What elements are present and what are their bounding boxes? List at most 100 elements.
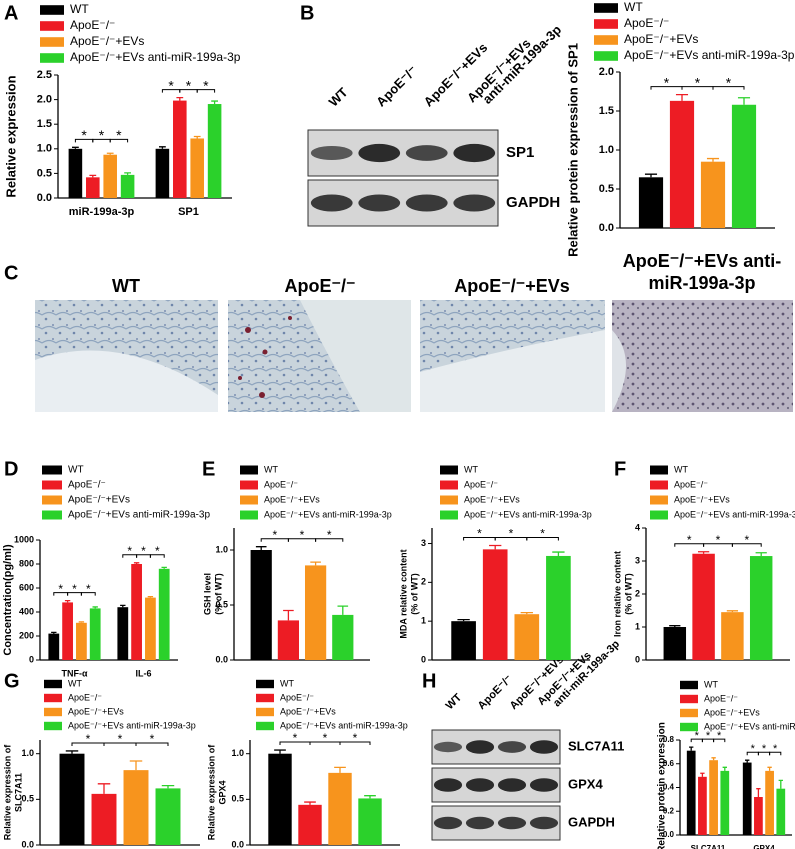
y-axis-title-text: Iron relative content xyxy=(612,551,622,637)
legend-swatch xyxy=(650,480,668,490)
bar xyxy=(59,753,85,845)
legend-label: ApoE⁻/⁻+EVs anti-miR-199a-3p xyxy=(674,509,795,519)
y-axis-title: GSH level (% of WT) xyxy=(202,573,223,615)
significance-bracket xyxy=(315,538,344,542)
significance-star: * xyxy=(751,743,756,755)
y-tick-label: 800 xyxy=(19,558,34,568)
error-bar xyxy=(520,611,533,615)
legend-label: ApoE⁻/⁻+EVs xyxy=(280,706,336,716)
legend-swatch xyxy=(42,510,62,520)
blot-band xyxy=(465,816,495,830)
lane-label: ApoE⁻/⁻ xyxy=(373,63,420,110)
y-axis-title-text: Relative expression of xyxy=(206,744,216,841)
legend-label: WT xyxy=(464,464,478,474)
blot-band xyxy=(465,778,495,792)
significance-star: * xyxy=(272,528,277,542)
bar xyxy=(332,614,354,660)
bar xyxy=(765,770,774,835)
y-axis-title: Relative expression of GPX4 xyxy=(206,744,227,841)
panel-label: E xyxy=(202,458,215,480)
error-bar xyxy=(147,595,154,598)
y-axis-title: Relative expression xyxy=(3,75,18,197)
lane-label-text: anti-miR-199a-3p xyxy=(480,22,565,107)
error-bar xyxy=(675,93,689,101)
significance-bracket xyxy=(149,554,165,558)
y-tick-label: 600 xyxy=(19,582,34,592)
error-bar xyxy=(745,759,750,763)
error-bar xyxy=(129,760,143,771)
protein-label: GPX4 xyxy=(568,776,603,791)
bar xyxy=(482,549,508,660)
y-tick-label: 0.6 xyxy=(663,759,675,768)
error-bar xyxy=(89,174,97,178)
error-bar xyxy=(120,604,126,608)
significance-star: * xyxy=(695,74,701,90)
significance-star: * xyxy=(716,533,721,547)
significance-bracket xyxy=(769,751,782,756)
legend-label: WT xyxy=(704,679,718,689)
error-bar xyxy=(72,146,79,149)
bar xyxy=(48,633,60,660)
legend-swatch xyxy=(594,3,618,13)
significance-star: * xyxy=(509,527,514,541)
legend-swatch xyxy=(40,37,64,47)
significance-star: * xyxy=(118,732,123,746)
legend-label: ApoE⁻/⁻+EVs anti-miR-199a-3p xyxy=(624,48,795,62)
bar xyxy=(700,161,726,228)
y-tick-label: 0.5 xyxy=(37,167,52,179)
y-tick-label: 0.5 xyxy=(231,794,244,804)
significance-star: * xyxy=(203,77,209,93)
legend-label: ApoE⁻/⁻+EVs xyxy=(674,494,730,504)
blot-band xyxy=(358,194,401,212)
blot-band xyxy=(453,194,496,212)
legend-label: ApoE⁻/⁻+EVs anti-miR-199a-3p xyxy=(68,720,196,730)
significance-star: * xyxy=(353,731,358,745)
panel-label: B xyxy=(300,2,314,24)
legend-swatch xyxy=(594,19,618,29)
legend-label: ApoE⁻/⁻ xyxy=(264,479,298,489)
bar xyxy=(250,550,272,660)
y-tick-label: 0.5 xyxy=(21,794,34,804)
y-axis-title-text: Relative expression xyxy=(3,75,18,197)
significance-star: * xyxy=(726,74,732,90)
bar xyxy=(89,608,101,660)
significance-star: * xyxy=(706,730,711,742)
legend-swatch xyxy=(256,721,274,731)
blot-band xyxy=(405,145,448,161)
bar xyxy=(123,770,149,845)
y-tick-label: 0 xyxy=(421,654,426,664)
legend-label: ApoE⁻/⁻ xyxy=(624,16,669,30)
y-tick-label: 1.0 xyxy=(215,544,228,554)
y-tick-label: 0.0 xyxy=(37,192,52,204)
error-bar xyxy=(552,551,565,556)
error-bar xyxy=(304,801,316,805)
legend-swatch xyxy=(680,694,698,704)
error-bar xyxy=(767,766,772,771)
legend-swatch xyxy=(240,510,258,520)
y-tick-label: 1.0 xyxy=(231,748,244,758)
bar xyxy=(451,621,476,660)
legend-label: WT xyxy=(264,464,278,474)
significance-star: * xyxy=(99,127,105,143)
legend-label: ApoE⁻/⁻+EVs anti-miR-199a-3p xyxy=(68,510,210,521)
micrographs xyxy=(35,300,793,412)
bar xyxy=(62,602,73,660)
x-tick-label: GPX4 xyxy=(753,844,775,849)
micrograph-title: ApoE⁻/⁻+EVs xyxy=(454,276,570,296)
error-bar xyxy=(159,146,166,149)
error-bar xyxy=(161,785,175,789)
protein-label: SLC7A11 xyxy=(568,738,624,753)
significance-star: * xyxy=(81,127,87,143)
y-tick-label: 1.5 xyxy=(37,118,52,130)
y-axis-title-text: SLC7A11 xyxy=(13,773,23,812)
panel-label: A xyxy=(4,2,18,24)
error-bar xyxy=(669,625,681,627)
significance-bracket xyxy=(196,89,216,93)
significance-bracket xyxy=(731,543,762,547)
bar xyxy=(358,798,382,845)
significance-star: * xyxy=(168,77,174,93)
lane-label: WT xyxy=(444,691,465,712)
lumen xyxy=(35,350,218,412)
blot-band xyxy=(358,143,401,163)
